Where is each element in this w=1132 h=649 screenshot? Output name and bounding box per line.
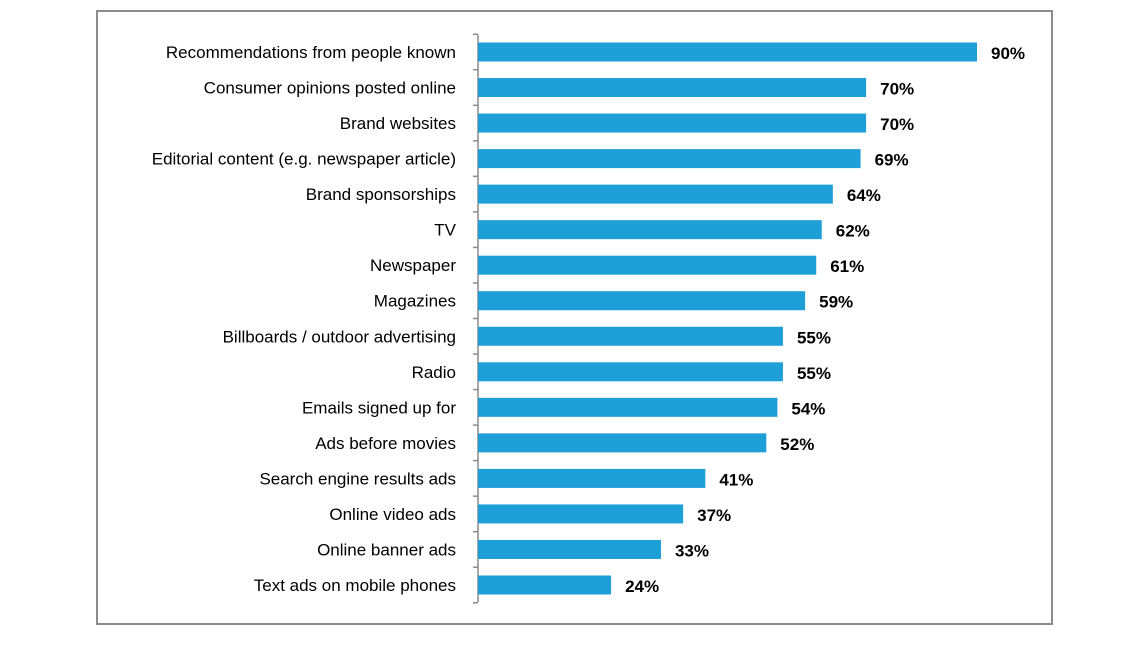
bar bbox=[478, 575, 612, 595]
data-label: 69% bbox=[875, 151, 909, 170]
bar bbox=[478, 255, 817, 275]
category-label: Newspaper bbox=[370, 256, 456, 275]
category-label: Online banner ads bbox=[317, 540, 456, 559]
bar bbox=[478, 113, 867, 133]
category-label: Search engine results ads bbox=[259, 469, 456, 488]
data-label: 54% bbox=[791, 399, 825, 418]
category-label: Brand websites bbox=[340, 114, 456, 133]
category-label: Billboards / outdoor advertising bbox=[223, 327, 456, 346]
bar bbox=[478, 504, 684, 524]
data-label: 70% bbox=[880, 115, 914, 134]
bar bbox=[478, 433, 767, 453]
bar bbox=[478, 326, 783, 346]
category-label: Online video ads bbox=[329, 505, 456, 524]
category-label: Brand sponsorships bbox=[306, 185, 456, 204]
bar bbox=[478, 397, 778, 417]
data-label: 24% bbox=[625, 577, 659, 596]
category-label: Text ads on mobile phones bbox=[254, 576, 456, 595]
data-label: 55% bbox=[797, 328, 831, 347]
data-label: 62% bbox=[836, 222, 870, 241]
data-label: 64% bbox=[847, 186, 881, 205]
category-label: Emails signed up for bbox=[302, 398, 456, 417]
data-label: 70% bbox=[880, 80, 914, 99]
data-label: 55% bbox=[797, 364, 831, 383]
category-label: Magazines bbox=[374, 292, 456, 311]
bar bbox=[478, 362, 783, 382]
bar bbox=[478, 539, 661, 559]
bar bbox=[478, 149, 861, 169]
data-label: 52% bbox=[780, 435, 814, 454]
data-label: 61% bbox=[830, 257, 864, 276]
category-label: Consumer opinions posted online bbox=[204, 79, 456, 98]
data-label: 33% bbox=[675, 541, 709, 560]
category-label: Ads before movies bbox=[315, 434, 456, 453]
category-label: Editorial content (e.g. newspaper articl… bbox=[152, 150, 456, 169]
bar bbox=[478, 42, 977, 62]
data-label: 37% bbox=[697, 506, 731, 525]
data-label: 41% bbox=[719, 470, 753, 489]
data-label: 90% bbox=[991, 44, 1025, 63]
bar bbox=[478, 220, 822, 240]
category-label: Recommendations from people known bbox=[166, 43, 456, 62]
bar-chart: Recommendations from people known 90% Cons… bbox=[152, 33, 1025, 604]
bar bbox=[478, 78, 867, 98]
data-label: 59% bbox=[819, 293, 853, 312]
bar bbox=[478, 468, 706, 488]
bar bbox=[478, 184, 833, 204]
chart-frame: Recommendations from people known 90% Cons… bbox=[96, 10, 1053, 625]
category-label: Radio bbox=[412, 363, 456, 382]
bar bbox=[478, 291, 806, 311]
category-label: TV bbox=[434, 221, 456, 240]
